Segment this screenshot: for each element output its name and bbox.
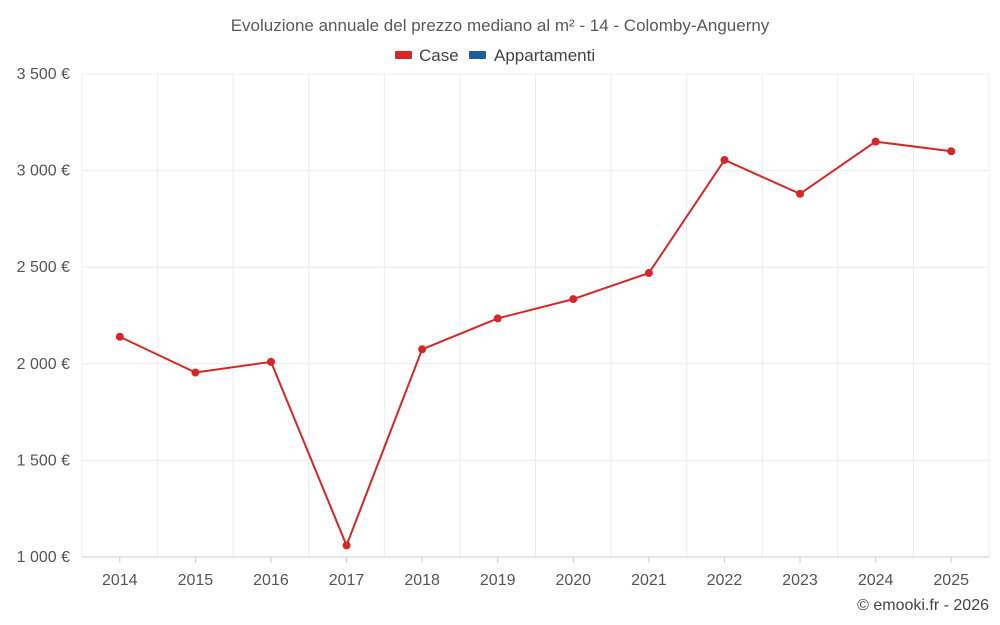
y-tick-label: 3 000 € xyxy=(17,163,70,180)
series-case xyxy=(115,137,956,550)
series-line-0 xyxy=(119,140,952,547)
x-tick-label: 2015 xyxy=(178,572,214,589)
legend-item-case[interactable]: Case xyxy=(395,46,459,65)
data-point[interactable] xyxy=(266,357,275,366)
data-point[interactable] xyxy=(947,147,956,156)
legend-label-appartamenti: Appartamenti xyxy=(494,46,595,65)
legend-item-appartamenti[interactable]: Appartamenti xyxy=(469,46,595,65)
y-tick-label: 2 500 € xyxy=(17,259,70,276)
data-point[interactable] xyxy=(720,155,729,164)
data-point[interactable] xyxy=(796,189,805,198)
y-tick-label: 1 000 € xyxy=(17,549,70,566)
legend[interactable]: Case Appartamenti xyxy=(395,46,595,65)
data-point[interactable] xyxy=(342,541,351,550)
y-tick-label: 2 000 € xyxy=(17,356,70,373)
x-tick-label: 2025 xyxy=(933,572,969,589)
legend-swatch-case xyxy=(395,51,412,59)
data-point[interactable] xyxy=(644,268,653,277)
data-point[interactable] xyxy=(418,345,427,354)
data-point[interactable] xyxy=(493,314,502,323)
x-tick-label: 2016 xyxy=(253,572,289,589)
y-tick-label: 1 500 € xyxy=(17,452,70,469)
data-point[interactable] xyxy=(191,368,200,377)
x-tick-label: 2019 xyxy=(480,572,516,589)
data-point[interactable] xyxy=(115,332,124,341)
data-point[interactable] xyxy=(569,295,578,304)
legend-label-case: Case xyxy=(419,46,459,65)
x-tick-label: 2014 xyxy=(102,572,138,589)
grid xyxy=(81,73,990,557)
x-tick-label: 2018 xyxy=(404,572,440,589)
credit-text: © emooki.fr - 2026 xyxy=(857,597,989,614)
x-tick-label: 2023 xyxy=(782,572,818,589)
x-tick-label: 2022 xyxy=(707,572,743,589)
y-tick-label: 3 500 € xyxy=(17,66,70,83)
x-tick-label: 2024 xyxy=(858,572,894,589)
axes: 1 000 € 1 500 € 2 000 € 2 500 € 3 000 € 3 500… xyxy=(17,66,989,589)
x-tick-label: 2017 xyxy=(329,572,365,589)
x-tick-label: 2021 xyxy=(631,572,667,589)
legend-swatch-appartamenti xyxy=(469,51,486,59)
chart-title: Evoluzione annuale del prezzo mediano al… xyxy=(231,16,770,35)
x-tick-label: 2020 xyxy=(555,572,591,589)
data-point[interactable] xyxy=(871,137,880,146)
